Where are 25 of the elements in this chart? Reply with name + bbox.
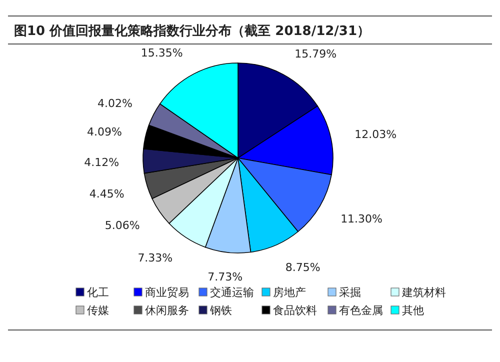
legend-label: 化工	[87, 286, 109, 299]
legend-label: 钢铁	[209, 304, 232, 317]
data-label: 11.30%	[340, 212, 383, 226]
legend-label: 食品饮料	[273, 304, 317, 317]
data-label: 7.33%	[138, 251, 173, 264]
data-label: 4.02%	[98, 97, 132, 110]
legend-label: 房地产	[273, 286, 306, 299]
data-label: 4.09%	[87, 125, 122, 138]
legend-label: 有色金属	[339, 304, 383, 317]
data-label: 7.73%	[208, 270, 243, 284]
chart-title: 图10 价值回报量化策略指数行业分布（截至 2018/12/31）	[14, 24, 370, 39]
legend-label: 建筑材料	[401, 286, 446, 299]
legend-label: 商业贸易	[145, 286, 189, 299]
data-label: 8.75%	[285, 261, 320, 274]
data-label: 12.03%	[354, 128, 397, 142]
data-label: 4.45%	[89, 187, 124, 200]
data-label: 15.35%	[140, 46, 183, 60]
legend-label: 休闲服务	[145, 304, 189, 317]
data-label: 4.12%	[84, 156, 120, 169]
legend-label: 采掘	[339, 286, 361, 299]
legend-label: 交通运输	[210, 286, 254, 299]
legend-label: 其他	[402, 304, 424, 317]
legend-label: 传媒	[87, 304, 109, 317]
data-label: 5.06%	[104, 219, 140, 232]
data-label: 15.79%	[294, 47, 337, 60]
